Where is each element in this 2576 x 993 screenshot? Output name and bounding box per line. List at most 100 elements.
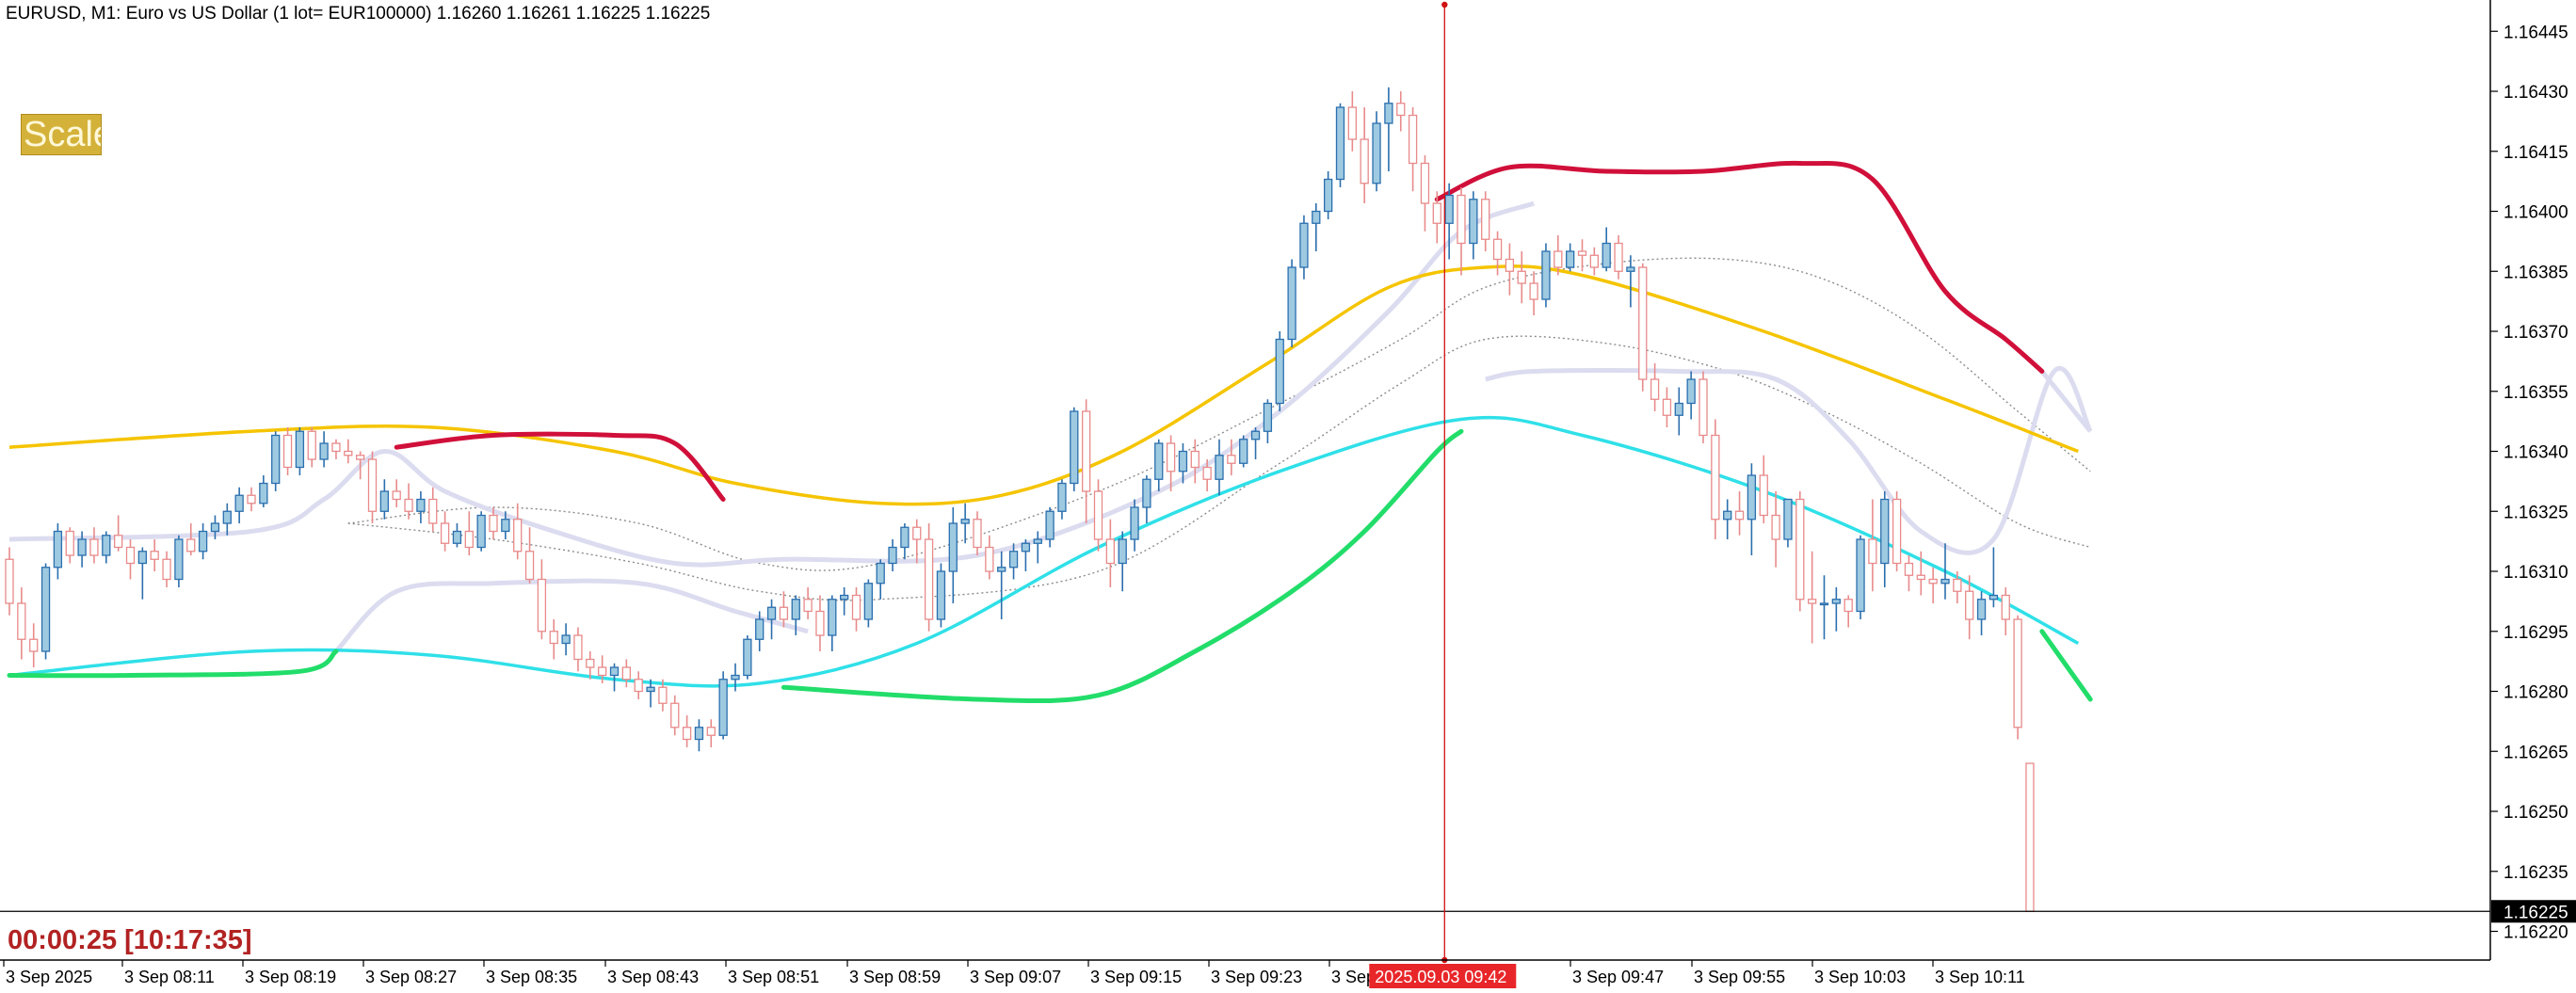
candle[interactable]: [40, 563, 51, 660]
candle[interactable]: [501, 511, 510, 539]
candle[interactable]: [1469, 191, 1478, 260]
candle[interactable]: [367, 451, 378, 524]
candle[interactable]: [537, 559, 547, 640]
candle[interactable]: [1505, 243, 1515, 296]
candles-layer[interactable]: [5, 87, 2035, 912]
candle[interactable]: [1457, 187, 1466, 276]
candle[interactable]: [1215, 439, 1224, 496]
candle[interactable]: [828, 595, 837, 652]
candle[interactable]: [1250, 427, 1261, 459]
candle[interactable]: [1723, 499, 1732, 540]
candle[interactable]: [1105, 519, 1115, 587]
candle[interactable]: [634, 671, 643, 699]
candle[interactable]: [960, 503, 970, 544]
candle[interactable]: [1118, 531, 1127, 592]
candle[interactable]: [1190, 439, 1199, 484]
candle[interactable]: [1021, 539, 1031, 571]
candle[interactable]: [89, 527, 99, 564]
candle[interactable]: [1638, 263, 1648, 392]
candle[interactable]: [1928, 567, 1938, 603]
candle[interactable]: [1831, 587, 1841, 632]
candle[interactable]: [1008, 543, 1019, 580]
candle[interactable]: [77, 531, 87, 568]
candle[interactable]: [1904, 555, 1914, 592]
candle[interactable]: [1699, 371, 1708, 444]
candle[interactable]: [355, 451, 365, 480]
candle[interactable]: [1227, 439, 1236, 475]
candle[interactable]: [766, 599, 777, 640]
candle[interactable]: [1650, 363, 1660, 411]
candle[interactable]: [440, 511, 450, 552]
candle[interactable]: [658, 679, 668, 712]
candle[interactable]: [1287, 259, 1296, 348]
candle[interactable]: [985, 535, 994, 580]
candle[interactable]: [1275, 331, 1284, 411]
candle[interactable]: [1517, 251, 1526, 304]
candle[interactable]: [2025, 762, 2035, 912]
candle[interactable]: [174, 535, 184, 587]
candle[interactable]: [803, 587, 813, 619]
candle[interactable]: [1420, 155, 1430, 232]
candle[interactable]: [29, 623, 39, 667]
candle[interactable]: [513, 503, 523, 560]
candle[interactable]: [137, 547, 148, 600]
candle[interactable]: [863, 579, 873, 628]
candle[interactable]: [259, 475, 268, 507]
candle[interactable]: [282, 427, 293, 475]
candle[interactable]: [234, 487, 244, 523]
candle[interactable]: [549, 619, 558, 660]
candle[interactable]: [1154, 439, 1164, 491]
candle[interactable]: [53, 523, 63, 580]
candle[interactable]: [307, 427, 316, 468]
candle[interactable]: [682, 715, 692, 747]
candle[interactable]: [150, 539, 159, 571]
candle[interactable]: [344, 439, 353, 464]
candle[interactable]: [1965, 575, 1974, 640]
candle[interactable]: [936, 563, 946, 628]
candle[interactable]: [1916, 551, 1925, 596]
candle[interactable]: [331, 439, 341, 459]
candle[interactable]: [1566, 243, 1575, 272]
candle[interactable]: [404, 483, 413, 520]
candle[interactable]: [186, 523, 196, 555]
candle[interactable]: [1988, 547, 1999, 608]
candle[interactable]: [912, 519, 922, 564]
candle[interactable]: [1070, 407, 1079, 491]
candle[interactable]: [1577, 239, 1587, 272]
candle[interactable]: [718, 671, 728, 740]
candle[interactable]: [198, 523, 208, 560]
candle[interactable]: [2013, 615, 2022, 740]
candle[interactable]: [646, 679, 655, 708]
candle[interactable]: [1202, 459, 1212, 491]
candle[interactable]: [1082, 399, 1091, 523]
candle[interactable]: [851, 587, 861, 632]
candle[interactable]: [1057, 479, 1067, 520]
candle[interactable]: [1843, 595, 1853, 628]
candle[interactable]: [1953, 571, 1962, 603]
candle[interactable]: [1299, 215, 1309, 280]
candle[interactable]: [1444, 183, 1454, 260]
candle[interactable]: [162, 551, 171, 587]
candle[interactable]: [1142, 475, 1151, 523]
candle[interactable]: [755, 611, 765, 652]
candle[interactable]: [452, 523, 462, 548]
candle[interactable]: [65, 527, 74, 564]
candle[interactable]: [670, 695, 680, 736]
candle[interactable]: [1033, 531, 1042, 564]
candle[interactable]: [247, 487, 256, 512]
candle[interactable]: [1239, 435, 1248, 468]
candle[interactable]: [1626, 255, 1635, 308]
candle[interactable]: [779, 591, 789, 628]
candle[interactable]: [1734, 491, 1745, 536]
candle[interactable]: [1614, 235, 1623, 280]
candle[interactable]: [295, 427, 305, 475]
candle[interactable]: [1554, 235, 1563, 276]
candle[interactable]: [1674, 387, 1683, 436]
candle[interactable]: [1481, 191, 1490, 251]
candle[interactable]: [791, 595, 800, 636]
candle[interactable]: [210, 515, 220, 540]
candle[interactable]: [319, 431, 329, 468]
candle[interactable]: [125, 539, 136, 580]
candle[interactable]: [997, 551, 1006, 619]
